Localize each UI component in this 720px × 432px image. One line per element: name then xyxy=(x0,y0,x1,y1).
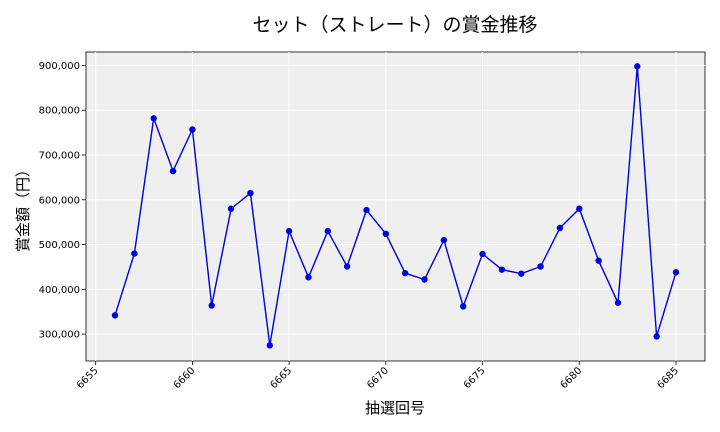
x-tick-label: 6665 xyxy=(268,365,294,391)
data-point xyxy=(421,276,428,283)
data-point xyxy=(498,266,506,273)
data-point xyxy=(614,299,622,306)
data-point xyxy=(208,302,215,309)
data-point xyxy=(556,224,564,232)
data-point xyxy=(479,250,486,258)
series-line xyxy=(114,66,677,346)
data-point xyxy=(111,312,119,319)
data-point xyxy=(285,227,293,235)
x-tick-label: 6655 xyxy=(75,365,101,391)
x-tick-label: 6670 xyxy=(365,365,391,391)
chart-title: セット（ストレート）の賞金推移 xyxy=(252,14,537,36)
data-point xyxy=(440,236,448,244)
x-tick-label: 6680 xyxy=(559,365,585,391)
data-point xyxy=(189,126,196,133)
x-tick-label: 6685 xyxy=(655,365,681,391)
y-tick-label: 300,000 xyxy=(39,330,80,341)
data-point xyxy=(363,206,370,214)
data-point xyxy=(324,227,331,235)
data-point xyxy=(518,270,525,277)
data-point xyxy=(169,167,177,175)
data-point xyxy=(343,263,351,270)
data-point xyxy=(227,205,235,212)
data-point xyxy=(247,189,254,197)
y-axis-title: 賞金額（円） xyxy=(14,162,32,252)
y-tick-label: 600,000 xyxy=(39,195,80,206)
data-point xyxy=(150,115,157,122)
data-point xyxy=(653,333,660,340)
data-point xyxy=(266,342,273,349)
x-tick-label: 6660 xyxy=(172,365,198,391)
data-point xyxy=(131,250,138,257)
data-point xyxy=(401,270,409,277)
x-axis-title: 抽選回号 xyxy=(365,399,425,417)
y-tick-label: 700,000 xyxy=(39,151,80,162)
y-tick-label: 500,000 xyxy=(39,240,80,251)
plot-area xyxy=(85,51,706,362)
data-point xyxy=(595,257,602,264)
data-point xyxy=(537,263,544,270)
data-point xyxy=(576,205,583,212)
y-tick-label: 800,000 xyxy=(39,106,80,117)
y-tick-label: 400,000 xyxy=(39,285,80,296)
y-tick-label: 900,000 xyxy=(39,61,80,72)
data-series xyxy=(111,63,680,349)
data-point xyxy=(305,274,312,281)
data-point xyxy=(460,303,467,310)
x-tick-label: 6675 xyxy=(462,365,488,391)
data-point xyxy=(382,230,390,238)
data-point xyxy=(634,63,641,70)
data-point xyxy=(672,269,680,276)
